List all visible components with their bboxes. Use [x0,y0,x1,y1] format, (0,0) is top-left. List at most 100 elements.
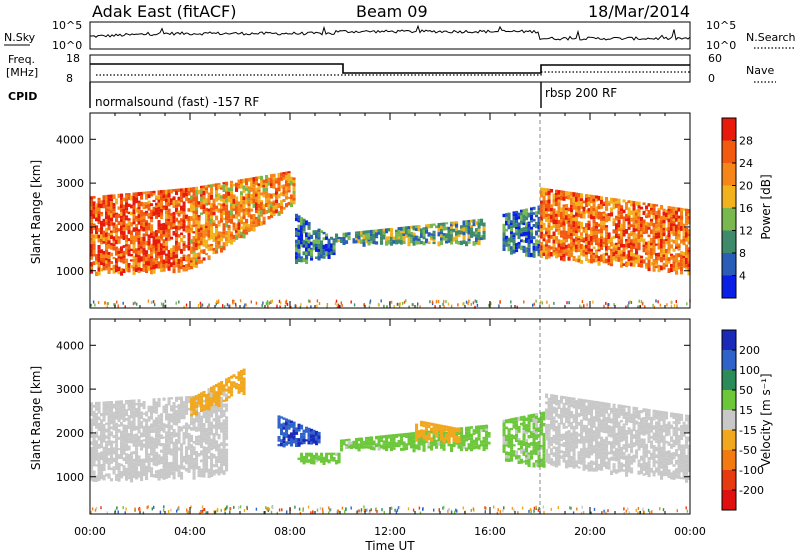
heatmap-cell [467,220,471,223]
heatmap-cell [537,229,541,232]
heatmap-cell [287,201,291,206]
heatmap-cell [287,423,291,427]
heatmap-cell [155,445,159,449]
heatmap-cell [575,216,579,222]
heatmap-cell [172,420,176,426]
heatmap-cell [667,206,671,209]
heatmap-cell [480,235,484,238]
heatmap-cell [127,225,131,230]
heatmap-cell [125,411,129,416]
heatmap-cell [165,218,169,222]
heatmap-cell [242,196,246,201]
heatmap-cell [680,271,684,275]
heatmap-cell [197,438,201,443]
heatmap-cell [107,223,111,227]
heatmap-cell [205,418,209,423]
heatmap-cell [610,201,614,204]
heatmap-cell [282,422,286,427]
heatmap-cell [185,446,189,450]
heatmap-cell [265,183,269,188]
heatmap-cell [122,268,126,273]
heatmap-cell [352,238,356,241]
heatmap-cell [317,244,321,247]
heatmap-cell [175,254,179,259]
heatmap-cell [600,241,604,244]
heatmap-cell [587,258,591,263]
heatmap-cell [215,431,219,436]
heatmap-cell [552,464,556,467]
heatmap-cell [202,195,206,200]
speckle-cell [399,302,401,306]
speckle-cell [377,302,380,306]
heatmap-cell [372,440,376,446]
speckle-cell [229,304,231,308]
heatmap-cell [560,253,564,256]
heatmap-cell [430,235,434,239]
heatmap-cell [597,215,601,220]
speckle-cell [290,305,292,309]
heatmap-cell [522,424,526,428]
heatmap-cell [557,239,561,244]
heatmap-cell [302,257,306,263]
heatmap-cell [605,242,609,246]
heatmap-cell [542,191,546,196]
speckle-cell [224,305,226,309]
heatmap-cell [600,216,604,221]
heatmap-cell [647,227,651,230]
heatmap-cell [202,431,206,434]
heatmap-cell [202,427,206,431]
heatmap-cell [322,237,326,241]
heatmap-cell [660,243,664,249]
heatmap-cell [187,396,191,400]
heatmap-cell [550,437,554,441]
heatmap-cell [97,478,101,481]
heatmap-cell [162,259,166,265]
heatmap-cell [230,234,234,237]
heatmap-cell [90,253,94,257]
heatmap-cell [515,229,519,233]
heatmap-cell [190,402,194,406]
heatmap-cell [170,418,174,423]
heatmap-cell [182,188,186,191]
heatmap-cell [200,443,204,448]
heatmap-cell [180,411,184,415]
speckle-cell [353,303,356,307]
heatmap-cell [550,400,554,405]
heatmap-cell [265,202,269,207]
heatmap-cell [427,224,431,229]
heatmap-cell [110,418,114,422]
heatmap-cell [447,429,451,433]
heatmap-cell [197,428,201,432]
heatmap-cell [615,245,619,249]
heatmap-cell [197,403,201,408]
heatmap-cell [575,192,579,197]
heatmap-cell [165,198,169,203]
heatmap-cell [177,411,181,416]
heatmap-cell [147,457,151,462]
heatmap-cell [347,445,351,449]
heatmap-cell [237,201,241,206]
heatmap-cell [610,251,614,255]
heatmap-cell [162,268,166,272]
heatmap-cell [205,252,209,256]
heatmap-cell [287,434,291,439]
heatmap-cell [167,440,171,443]
heatmap-cell [325,233,329,237]
heatmap-cell [157,235,161,240]
heatmap-cell [297,253,301,259]
heatmap-cell [645,213,649,216]
heatmap-cell [160,456,164,462]
heatmap-cell [330,251,334,255]
heatmap-cell [582,402,586,406]
heatmap-cell [367,233,371,236]
heatmap-cell [580,260,584,264]
heatmap-cell [572,464,576,469]
heatmap-cell [127,203,131,207]
heatmap-cell [137,463,141,467]
heatmap-cell [302,251,306,256]
heatmap-cell [675,239,679,244]
heatmap-cell [297,457,301,460]
heatmap-cell [220,399,224,404]
heatmap-cell [217,182,221,186]
heatmap-cell [615,258,619,262]
